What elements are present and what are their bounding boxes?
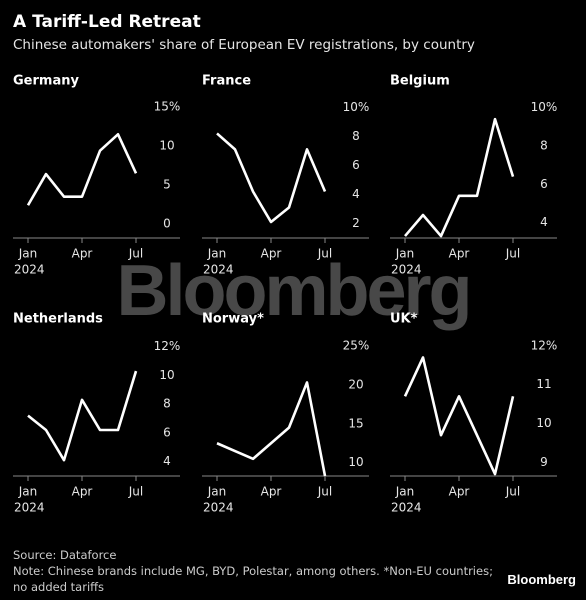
chart-subtitle: Chinese automakers' share of European EV… <box>13 37 475 53</box>
watermark: Bloomberg <box>116 251 472 331</box>
x-tick-label: Apr <box>261 485 282 499</box>
x-tick-label: Jul <box>317 485 332 499</box>
x-tick-label: Jan <box>207 485 227 499</box>
x-tick-label: Apr <box>261 247 282 261</box>
y-tick-label: 6 <box>352 158 360 172</box>
y-tick-label: 6 <box>540 177 548 191</box>
y-tick-label: 8 <box>163 397 171 411</box>
x-year-label: 2024 <box>14 263 45 277</box>
y-tick-label: 12% <box>531 338 558 352</box>
y-tick-label: 10 <box>159 368 174 382</box>
x-tick-label: Apr <box>72 485 93 499</box>
panel: Norway* 10 15 20 25% Jan 2024 Apr Jul <box>202 312 369 515</box>
x-tick-label: Jul <box>505 247 520 261</box>
y-tick-label: 12% <box>154 339 181 353</box>
x-year-label: 2024 <box>203 263 234 277</box>
panel: UK* 9 10 11 12% Jan 2024 Apr Jul <box>390 312 557 515</box>
panel-title: UK* <box>390 312 418 327</box>
y-tick-label: 8 <box>352 129 360 143</box>
x-tick-label: Apr <box>449 485 470 499</box>
x-tick-label: Jan <box>395 247 415 261</box>
y-tick-label: 5 <box>163 177 171 191</box>
x-tick-label: Jan <box>207 247 227 261</box>
panel-title: Germany <box>13 74 79 89</box>
y-tick-label: 25% <box>343 338 370 352</box>
panel: Belgium 4 6 8 10% Jan 2024 Apr Jul <box>390 74 557 277</box>
y-tick-label: 0 <box>163 216 171 230</box>
x-tick-label: Apr <box>72 247 93 261</box>
line <box>26 133 138 206</box>
y-tick-label: 10 <box>348 455 363 469</box>
line <box>216 381 327 477</box>
x-tick-label: Jul <box>128 485 143 499</box>
y-tick-label: 8 <box>540 139 548 153</box>
y-tick-label: 4 <box>163 454 171 468</box>
x-tick-label: Jan <box>18 247 38 261</box>
x-tick-label: Jul <box>505 485 520 499</box>
x-year-label: 2024 <box>391 501 422 515</box>
logo: Bloomberg <box>507 572 576 587</box>
footer: Source: Dataforce Note: Chinese brands i… <box>13 547 503 595</box>
y-tick-label: 15% <box>154 100 181 114</box>
small-multiples: Germany 0 5 10 15% Jan 2024 Apr Jul France 2 4 6 8 10%… <box>13 74 557 515</box>
y-tick-label: 4 <box>540 215 548 229</box>
y-tick-label: 10 <box>159 139 174 153</box>
y-tick-label: 10% <box>343 100 370 114</box>
line <box>404 117 515 238</box>
panel: France 2 4 6 8 10% Jan 2024 Apr Jul <box>202 74 369 277</box>
y-tick-label: 15 <box>348 416 363 430</box>
panel-title: Norway* <box>202 312 264 327</box>
line <box>27 370 138 462</box>
panel-title: France <box>202 74 251 89</box>
y-tick-label: 10 <box>536 416 551 430</box>
x-year-label: 2024 <box>391 263 422 277</box>
y-tick-label: 2 <box>352 216 360 230</box>
chart-title: A Tariff-Led Retreat <box>13 12 201 32</box>
x-tick-label: Jan <box>395 485 415 499</box>
panel-title: Netherlands <box>13 312 103 327</box>
x-tick-label: Jul <box>128 247 143 261</box>
y-tick-label: 4 <box>352 187 360 201</box>
y-tick-label: 10% <box>531 100 558 114</box>
x-tick-label: Apr <box>449 247 470 261</box>
x-tick-label: Jan <box>18 485 38 499</box>
line <box>403 356 515 476</box>
note: Note: Chinese brands include MG, BYD, Po… <box>13 564 493 594</box>
panel-title: Belgium <box>390 74 450 89</box>
x-year-label: 2024 <box>203 501 234 515</box>
y-tick-label: 6 <box>163 425 171 439</box>
source: Source: Dataforce <box>13 548 117 562</box>
panel: Germany 0 5 10 15% Jan 2024 Apr Jul <box>13 74 180 277</box>
y-tick-label: 11 <box>536 377 551 391</box>
panel: Netherlands 4 6 8 10 12% Jan 2024 Apr Jul <box>13 312 180 515</box>
y-tick-label: 20 <box>348 377 363 391</box>
x-year-label: 2024 <box>14 501 45 515</box>
y-tick-label: 9 <box>540 455 548 469</box>
line <box>216 132 327 224</box>
x-tick-label: Jul <box>317 247 332 261</box>
